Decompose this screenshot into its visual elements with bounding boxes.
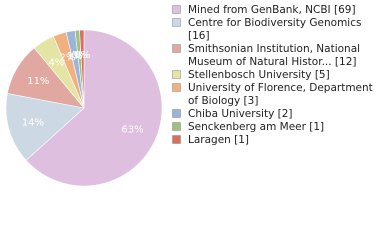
legend-line: University of Florence, Department: [188, 82, 373, 94]
legend-swatch: [172, 5, 181, 14]
legend-swatch: [172, 135, 181, 144]
legend-line: Centre for Biodiversity Genomics: [188, 17, 361, 29]
legend-line: Chiba University [2]: [188, 108, 293, 120]
legend-label: Mined from GenBank, NCBI [69]: [188, 4, 356, 16]
legend-label: Stellenbosch University [5]: [188, 69, 330, 81]
pie-slice: [5, 93, 85, 161]
legend-line: Stellenbosch University [5]: [188, 69, 330, 81]
legend-line: [16]: [188, 30, 210, 42]
legend-line: Mined from GenBank, NCBI [69]: [188, 4, 356, 16]
legend-label: Senckenberg am Meer [1]: [188, 121, 324, 133]
pie-slice: [79, 29, 85, 109]
slice-label: 0%: [75, 50, 91, 61]
legend-label: University of Florence, Department of Bio…: [188, 82, 373, 107]
legend-line: Museum of Natural Histor... [12]: [188, 56, 356, 68]
slice-label: 2%: [60, 53, 76, 64]
legend-swatch: [172, 109, 181, 118]
legend-swatch: [172, 70, 181, 79]
slice-label: 63%: [121, 125, 143, 136]
legend-swatch: [172, 122, 181, 131]
legend-line: of Biology [3]: [188, 95, 258, 107]
legend-line: Laragen [1]: [188, 134, 249, 146]
legend-label: Laragen [1]: [188, 134, 249, 146]
legend-label: Smithsonian Institution, National Museum …: [188, 43, 360, 68]
slice-label: 14%: [22, 117, 44, 128]
pie-slice: [25, 29, 163, 187]
legend-label: Chiba University [2]: [188, 108, 293, 120]
slice-label: 1%: [67, 51, 83, 62]
legend-line: Smithsonian Institution, National: [188, 43, 360, 55]
legend-swatch: [172, 83, 181, 92]
legend-line: Senckenberg am Meer [1]: [188, 121, 324, 133]
legend-swatch: [172, 18, 181, 27]
slice-label: 4%: [48, 58, 64, 69]
legend-label: Centre for Biodiversity Genomics [16]: [188, 17, 361, 42]
slice-label: 0%: [71, 50, 87, 61]
legend-swatch: [172, 44, 181, 53]
slice-label: 11%: [27, 76, 49, 87]
